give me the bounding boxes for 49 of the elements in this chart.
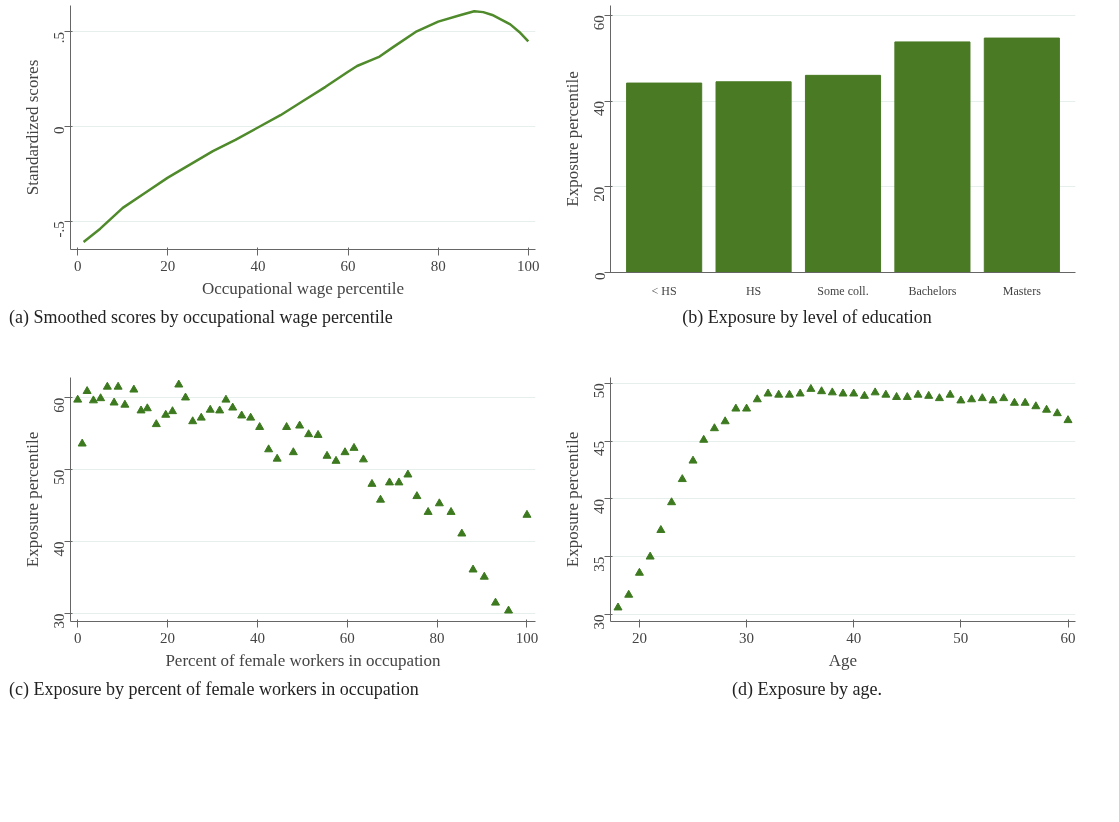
y-tick-label: 45	[591, 441, 608, 457]
y-tick-label: 0	[591, 272, 608, 280]
y-tick-label: 40	[591, 498, 608, 514]
x-axis-title: Percent of female workers in occupation	[165, 650, 442, 670]
x-tick-label: 100	[517, 257, 540, 274]
x-tick-label: 80	[429, 629, 445, 646]
y-tick-label: 20	[591, 186, 608, 202]
x-tick-label: 0	[73, 629, 82, 646]
y-tick-label: 35	[591, 556, 608, 572]
x-tick-label: 100	[515, 629, 539, 646]
y-axis-title: Exposure percentile	[562, 431, 582, 568]
x-axis-title: Occupational wage percentile	[202, 278, 405, 298]
x-tick-label: 20	[160, 629, 176, 646]
y-tick-label: 50	[591, 383, 608, 399]
y-tick-label: .5	[51, 31, 68, 44]
x-tick-label: 40	[250, 257, 266, 274]
x-tick-label: HS	[745, 283, 762, 298]
y-tick-label: -.5	[51, 221, 68, 238]
y-axis-title: Exposure percentile	[562, 71, 582, 207]
y-tick-label: 40	[591, 101, 608, 117]
y-tick-label: 60	[591, 15, 608, 31]
x-axis-title: Age	[828, 650, 858, 670]
x-tick-label: Some coll.	[817, 283, 869, 298]
x-tick-label: < HS	[651, 283, 677, 298]
y-axis-title: Exposure percentile	[22, 431, 42, 568]
y-tick-label: 30	[51, 613, 68, 629]
text: (c) Exposure by percent of female workers in occupation	[9, 678, 419, 701]
x-tick-label: 60	[339, 629, 355, 646]
y-axis-title: Standardized scores	[22, 59, 42, 196]
y-tick-label: 30	[591, 614, 608, 630]
y-tick-label: 60	[51, 397, 68, 413]
y-tick-label: 50	[51, 469, 68, 485]
x-tick-label: Masters	[1002, 283, 1042, 298]
x-tick-label: 20	[160, 257, 176, 274]
text: (d) Exposure by age.	[732, 678, 882, 701]
x-tick-label: Bachelors	[908, 283, 957, 298]
text: (a) Smoothed scores by occupational wage percentile	[9, 306, 393, 329]
x-tick-label: 30	[739, 629, 755, 646]
x-tick-label: 20	[631, 629, 647, 646]
text: (b) Exposure by level of education	[682, 306, 932, 329]
x-tick-label: 40	[249, 629, 265, 646]
x-tick-label: 40	[846, 629, 862, 646]
x-tick-label: 0	[73, 257, 82, 274]
x-tick-label: 60	[340, 257, 356, 274]
x-tick-label: 80	[430, 257, 446, 274]
x-tick-label: 50	[953, 629, 969, 646]
x-tick-label: 60	[1060, 629, 1076, 646]
y-tick-label: 0	[51, 126, 68, 135]
y-tick-label: 40	[51, 541, 68, 557]
